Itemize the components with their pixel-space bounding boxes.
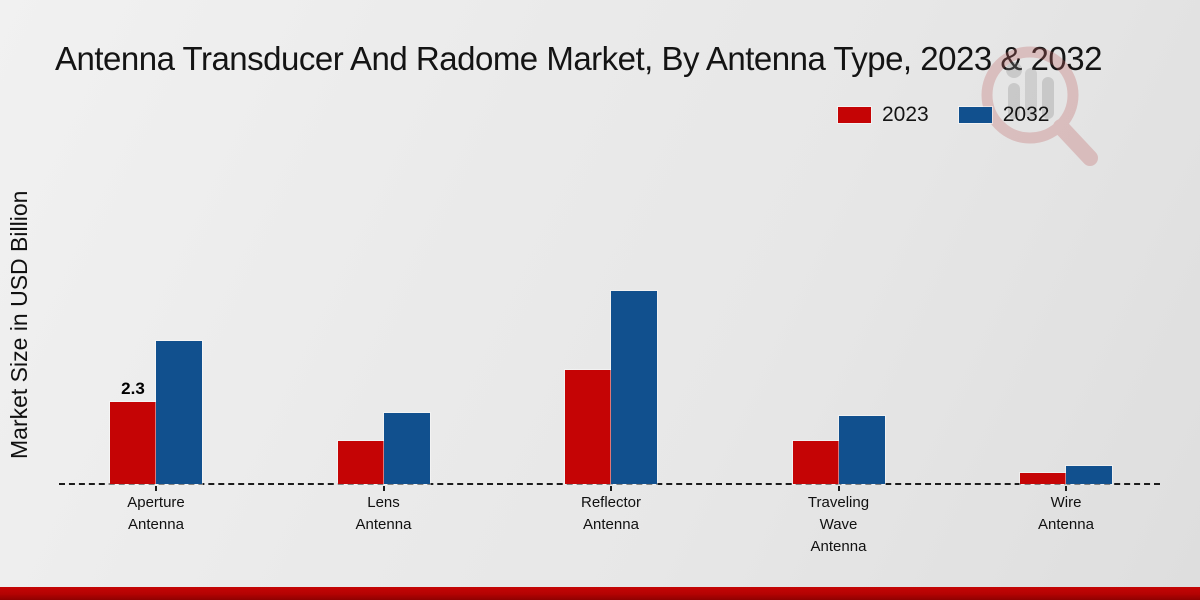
legend-swatch-icon [958,107,992,123]
x-axis-baseline [59,483,1160,485]
bar-2023-lens-antenna [337,441,384,484]
legend-label: 2023 [882,103,929,126]
category-label-traveling-wave-antenna: Traveling Wave Antenna [764,492,914,558]
category-label-line: Lens [367,494,400,511]
x-axis-tick [837,486,840,491]
category-label-line: Antenna [128,516,184,533]
x-axis-tick [1065,486,1067,491]
category-label-wire-antenna: Wire Antenna [991,492,1141,536]
bar-2023-wire-antenna [1020,473,1066,484]
bar-2032-traveling-wave-antenna [838,416,885,484]
category-label-line: Reflector [580,494,642,511]
bar-2023-aperture-antenna [110,402,156,484]
legend-label: 2032 [1002,103,1050,126]
category-label-line: Wave [819,516,858,533]
category-label-line: Aperture [127,494,185,511]
bar-2032-aperture-antenna [156,341,202,484]
chart-title: Antenna Transducer And Radome Market, By… [55,40,1102,77]
x-axis-tick [155,486,157,491]
category-label-lens-antenna: Lens Antenna [309,492,459,536]
category-label-line: Antenna [1038,516,1094,533]
category-label-line: Traveling [807,494,870,511]
x-axis-tick [610,486,612,491]
category-label-line: Wire [1050,494,1082,511]
bar-2032-lens-antenna [383,413,430,484]
bar-2032-reflector-antenna [611,291,657,484]
bar-2023-reflector-antenna [565,370,611,484]
legend-item-2023: 2023 [838,103,929,127]
category-label-reflector-antenna: Reflector Antenna [536,492,686,536]
bar-2023-traveling-wave-antenna [792,441,839,484]
category-label-line: Antenna [355,516,412,533]
bar-value-label: 2.3 [121,379,145,398]
category-label-aperture-antenna: Aperture Antenna [81,492,231,536]
y-axis-label: Market Size in USD Billion [6,190,32,460]
category-label-line: Antenna [583,516,639,533]
legend: 2023 2032 [838,103,1079,127]
category-label-line: Antenna [810,538,867,555]
legend-swatch-icon [838,107,871,123]
x-axis-tick [382,486,385,491]
bar-2032-wire-antenna [1066,466,1112,484]
legend-item-2032: 2032 [958,103,1050,127]
footer-accent-bar [0,587,1200,600]
magnifier-bar-chart-watermark-icon [981,46,1098,166]
